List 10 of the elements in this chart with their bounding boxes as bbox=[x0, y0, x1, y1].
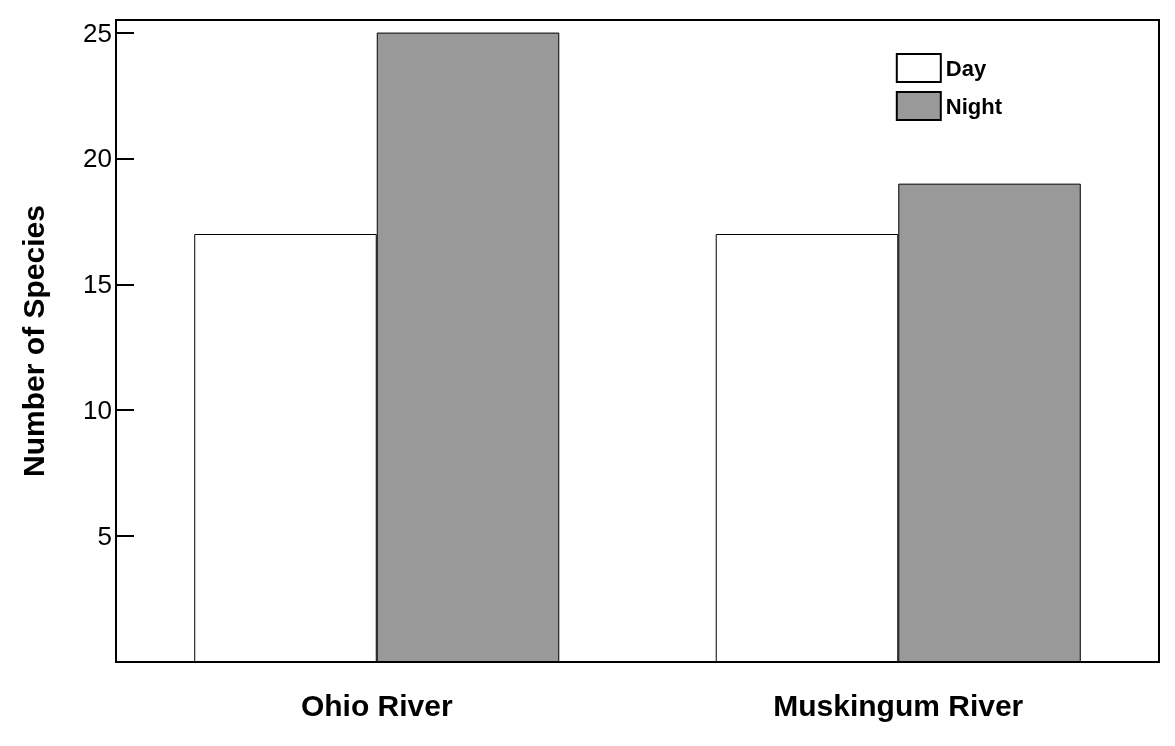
y-axis-title: Number of Species bbox=[16, 205, 50, 477]
y-tick-label: 25 bbox=[83, 17, 112, 48]
y-tick-label: 15 bbox=[83, 269, 112, 300]
y-tick-label: 20 bbox=[83, 143, 112, 174]
x-tick-label: Ohio River bbox=[300, 688, 453, 722]
y-tick-label: 5 bbox=[97, 521, 112, 552]
x-tick-label: Muskingum River bbox=[773, 688, 1024, 722]
legend-label: Day bbox=[945, 55, 987, 81]
y-tick-label: 10 bbox=[83, 395, 112, 426]
legend-label: Night bbox=[945, 93, 1003, 119]
